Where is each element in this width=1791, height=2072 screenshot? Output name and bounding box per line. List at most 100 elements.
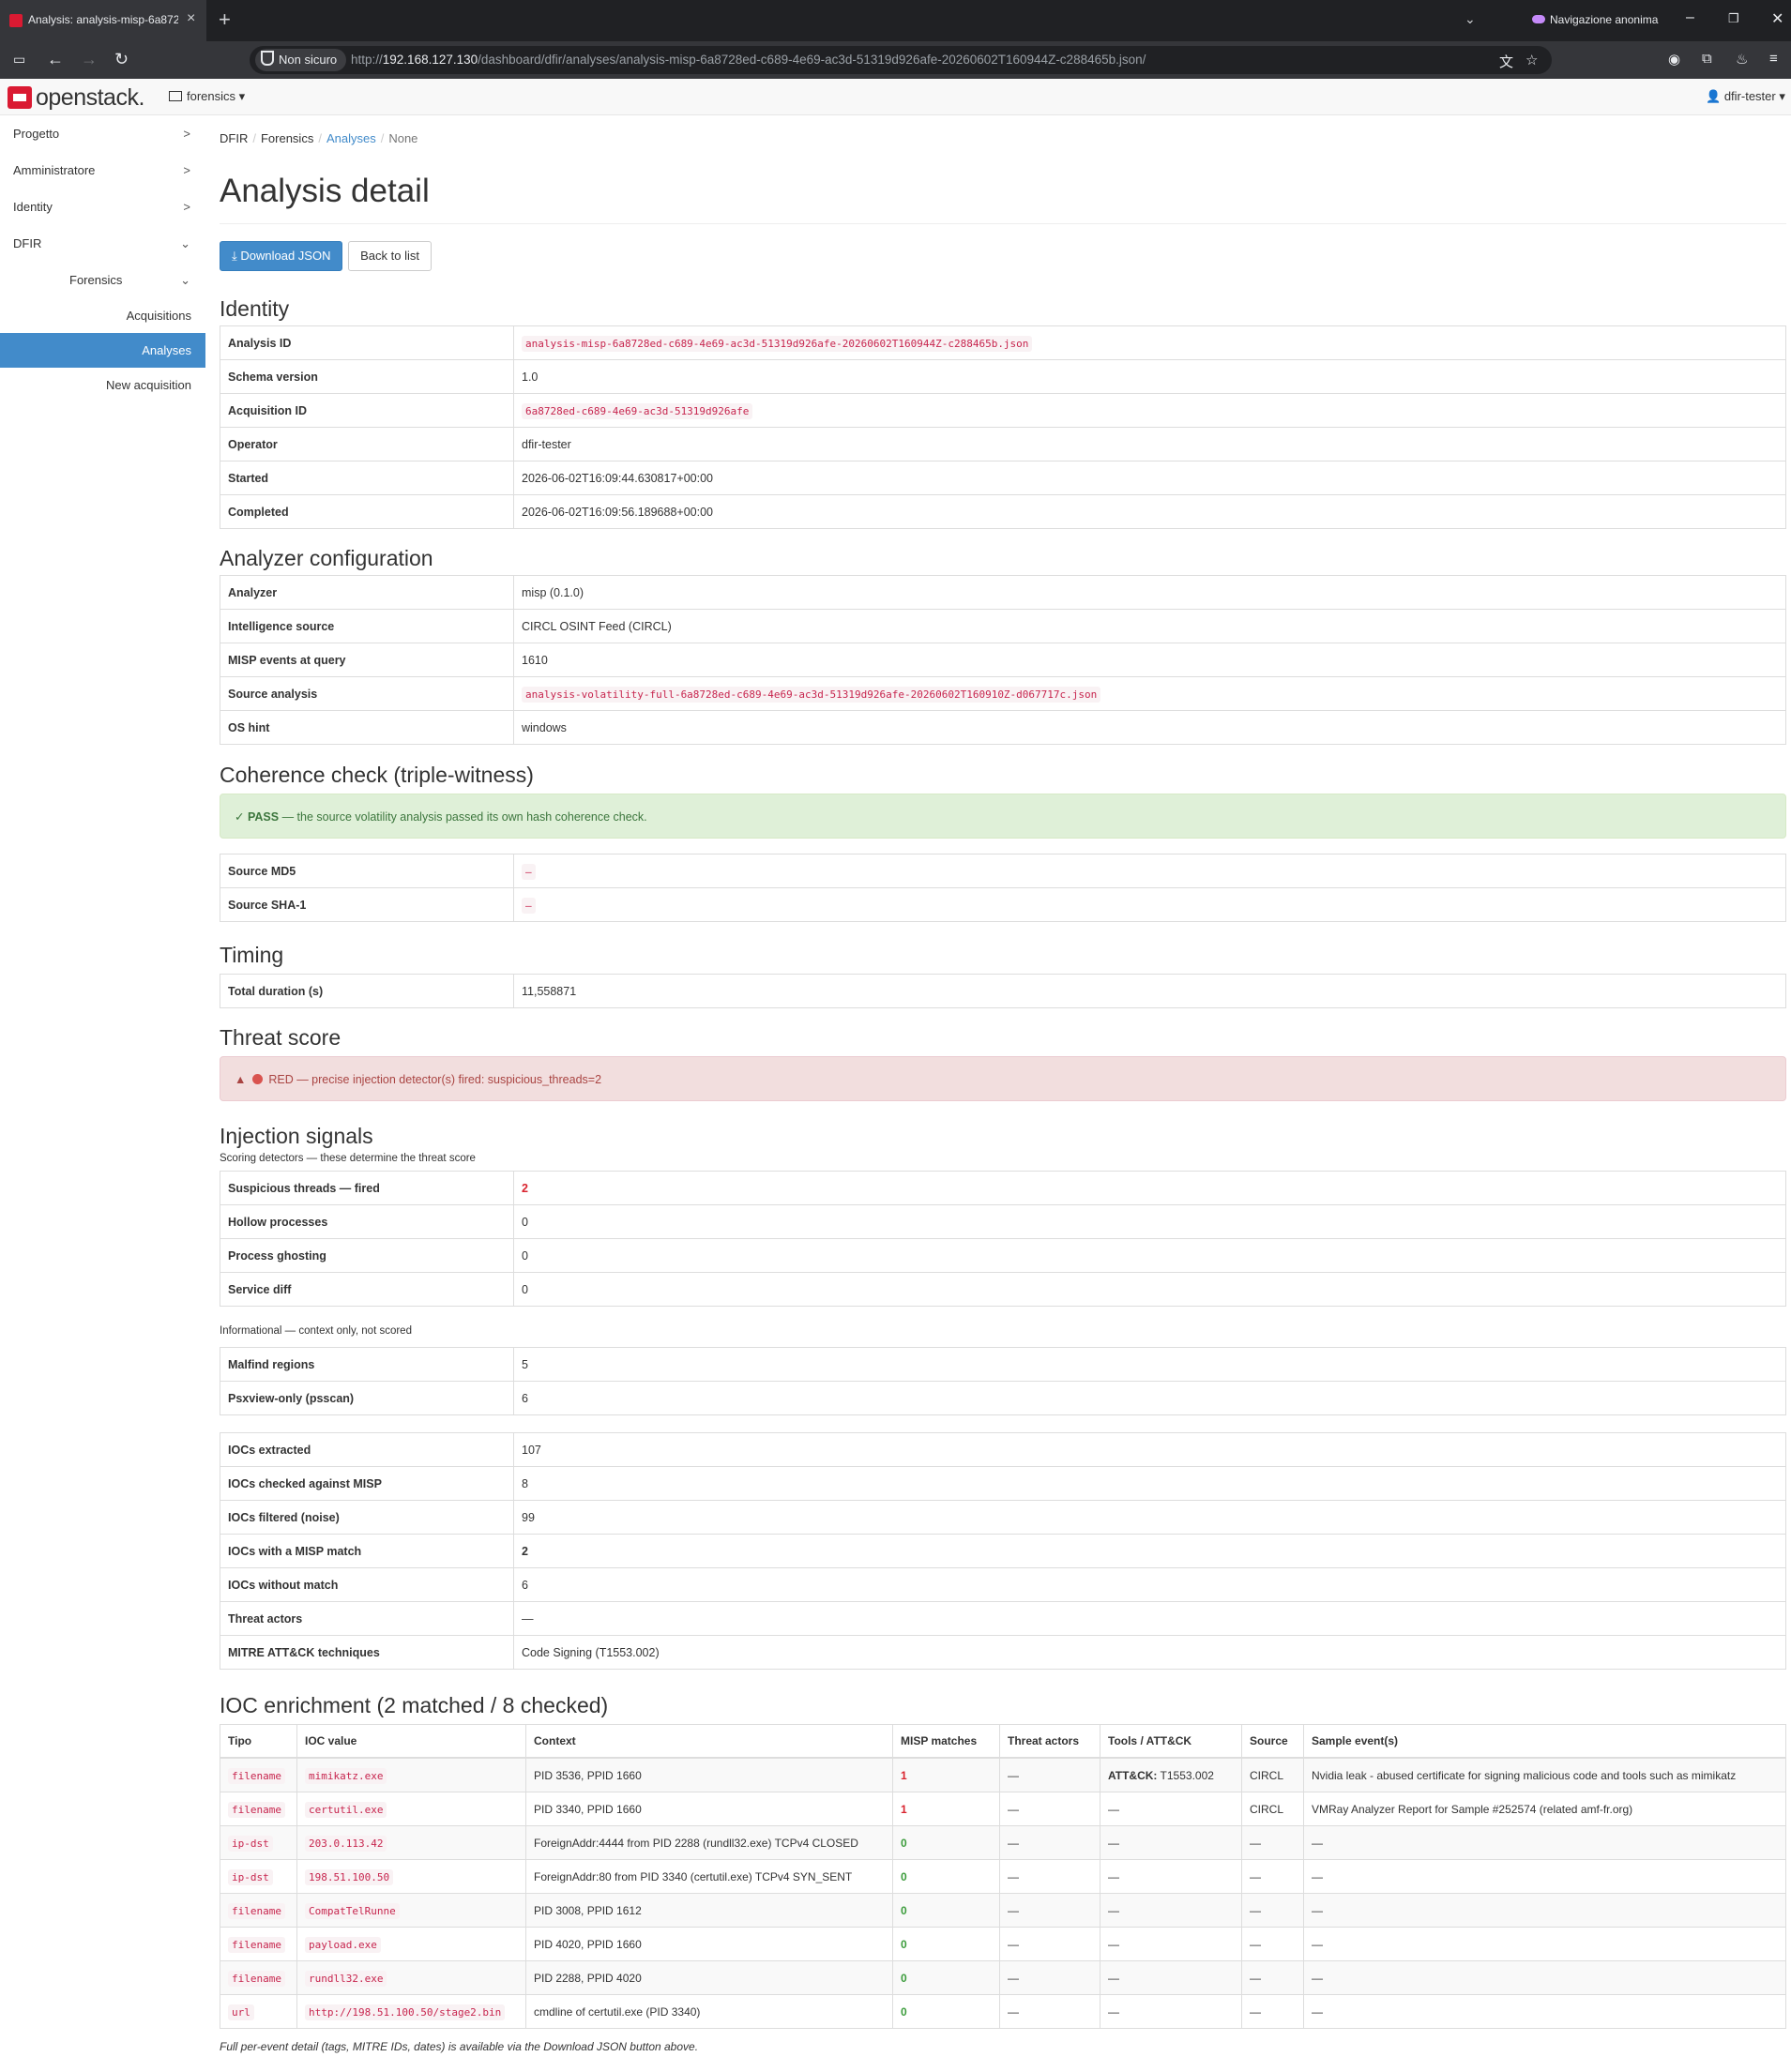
ioc-value: http://198.51.100.50/stage2.bin [305, 2004, 506, 2020]
source-analysis-code: analysis-volatility-full-6a8728ed-c689-4… [522, 686, 1101, 703]
ioc-value-cell: certutil.exe [296, 1792, 526, 1826]
injection-heading: Injection signals [220, 1124, 373, 1148]
sidebar-item-amministratore[interactable]: Amministratore > [0, 152, 205, 189]
back-arrow-icon[interactable]: ← [47, 50, 64, 68]
close-window-icon[interactable]: ✕ [1771, 11, 1784, 27]
coherence-message: — the source volatility analysis passed … [279, 810, 647, 824]
new-tab-icon[interactable]: + [219, 8, 231, 31]
row-key: IOCs filtered (noise) [220, 1500, 514, 1535]
browser-tab-strip: Analysis: analysis-misp-6a8728e × + ⌄ Na… [0, 0, 1791, 41]
ioc-tools: — [1100, 1825, 1242, 1860]
row-value: 2 [513, 1171, 1786, 1205]
ioc-tools: — [1100, 1960, 1242, 1995]
performance-icon[interactable]: ♨ [1736, 52, 1749, 68]
table-row: Completed 2026-06-02T16:09:56.189688+00:0… [220, 494, 1786, 529]
openstack-logo[interactable]: openstack. [8, 84, 144, 112]
table-row: IOCs checked against MISP 8 [220, 1466, 1786, 1501]
sidebar-item-analyses[interactable]: Analyses [0, 333, 205, 368]
url-host: 192.168.127.130 [382, 53, 478, 67]
col-tools-attack: Tools / ATT&CK [1100, 1724, 1242, 1759]
identity-table: Analysis ID analysis-misp-6a8728ed-c689-4… [220, 325, 1786, 529]
reload-icon[interactable]: ↻ [114, 50, 129, 68]
table-row: Total duration (s) 11,558871 [220, 974, 1786, 1008]
restore-icon[interactable]: ❐ [1728, 11, 1739, 25]
table-row: Service diff 0 [220, 1272, 1786, 1307]
row-value: 2026-06-02T16:09:56.189688+00:00 [513, 494, 1786, 529]
url-text[interactable]: http://192.168.127.130/dashboard/dfir/an… [351, 53, 1146, 67]
table-row: Source MD5– [220, 854, 1786, 888]
project-icon [169, 91, 182, 101]
ioc-type-cell: filename [220, 1893, 297, 1928]
row-key: MITRE ATT&CK techniques [220, 1635, 514, 1670]
sidebar-item-label: Amministratore [13, 163, 96, 177]
ioc-value: payload.exe [305, 1936, 381, 1953]
ioc-type-cell: filename [220, 1927, 297, 1961]
ioc-misp-matches: 1 [892, 1792, 1000, 1826]
ioc-type: ip-dst [228, 1835, 273, 1852]
ioc-value: 198.51.100.50 [305, 1868, 394, 1885]
browser-tab[interactable]: Analysis: analysis-misp-6a8728e × [0, 0, 206, 41]
ioc-threat-actors: — [999, 1792, 1100, 1826]
sidebar-item-progetto[interactable]: Progetto > [0, 115, 205, 152]
breadcrumb-analyses-link[interactable]: Analyses [326, 131, 376, 145]
ioc-sample-event: — [1303, 1994, 1786, 2029]
ioc-value: rundll32.exe [305, 1970, 387, 1987]
sidebar-item-identity[interactable]: Identity > [0, 189, 205, 225]
ioc-misp-matches: 0 [892, 1859, 1000, 1894]
translate-icon[interactable]: 文 [1499, 54, 1514, 70]
threat-red-alert: ▲ RED — precise injection detector(s) fi… [220, 1056, 1786, 1101]
forward-arrow-icon[interactable]: → [81, 50, 98, 68]
profile-icon[interactable]: ◉ [1668, 52, 1681, 68]
security-chip-label: Non sicuro [279, 53, 338, 67]
sidebar-toggle-icon[interactable]: ▭ [13, 52, 26, 67]
row-key: Service diff [220, 1272, 514, 1307]
caret-down-icon: ▾ [238, 89, 246, 103]
ioc-type-cell: ip-dst [220, 1859, 297, 1894]
sidebar-item-acquisitions[interactable]: Acquisitions [0, 298, 205, 333]
project-selector[interactable]: forensics ▾ [169, 89, 245, 104]
coherence-table: Source MD5– Source SHA-1– [220, 854, 1786, 922]
ioc-context: ForeignAddr:4444 from PID 2288 (rundll32… [525, 1825, 893, 1860]
bookmark-star-icon[interactable]: ☆ [1525, 53, 1539, 68]
tab-search-chevron-icon[interactable]: ⌄ [1465, 11, 1476, 26]
sidebar-item-new-acquisition[interactable]: New acquisition [0, 368, 205, 402]
sidebar-item-label: DFIR [13, 236, 42, 250]
breadcrumb: DFIR / Forensics / Analyses / None [220, 131, 418, 145]
injection-section: Injection signals Scoring detectors — th… [220, 1124, 1786, 1670]
menu-icon[interactable]: ≡ [1769, 51, 1778, 67]
ioc-value: CompatTelRunne [305, 1902, 400, 1919]
row-key: IOCs extracted [220, 1432, 514, 1467]
table-row: Malfind regions 5 [220, 1347, 1786, 1382]
back-to-list-button[interactable]: Back to list [348, 241, 432, 271]
user-menu[interactable]: 👤 dfir-tester ▾ [1706, 89, 1785, 104]
close-tab-icon[interactable]: × [187, 10, 196, 26]
table-row: Acquisition ID 6a8728ed-c689-4e69-ac3d-51… [220, 393, 1786, 428]
sidebar-item-dfir[interactable]: DFIR ⌄ [0, 225, 205, 262]
incognito-indicator: Navigazione anonima [1532, 13, 1658, 26]
omnibox[interactable]: Non sicuro http://192.168.127.130/dashbo… [250, 46, 1552, 74]
ioc-value-cell: 203.0.113.42 [296, 1825, 526, 1860]
extensions-icon[interactable]: ⧉ [1702, 51, 1712, 67]
ioc-value-cell: 198.51.100.50 [296, 1859, 526, 1894]
download-json-button[interactable]: ⤓ Download JSON [220, 241, 343, 271]
ioc-summary-table: IOCs extracted 107 IOCs checked against M… [220, 1432, 1786, 1670]
table-row: MITRE ATT&CK techniques Code Signing (T15… [220, 1635, 1786, 1670]
chevron-down-icon: ⌄ [180, 273, 190, 287]
table-row: filename rundll32.exe PID 2288, PPID 4020 0… [220, 1960, 1786, 1995]
ioc-source: — [1241, 1859, 1304, 1894]
row-key: Source analysis [220, 676, 514, 711]
security-chip[interactable]: Non sicuro [255, 49, 347, 71]
url-path: /dashboard/dfir/analyses/analysis-misp-6… [478, 53, 1146, 67]
table-row: Hollow processes 0 [220, 1204, 1786, 1239]
ioc-tools-prefix: ATT&CK: [1108, 1768, 1158, 1782]
minimize-icon[interactable]: – [1686, 9, 1694, 25]
row-key: Source MD5 [220, 854, 514, 888]
row-value: — [513, 1601, 1786, 1636]
ioc-threat-actors: — [999, 1757, 1100, 1792]
row-value: 0 [513, 1272, 1786, 1307]
analyzer-table: Analyzer misp (0.1.0) Intelligence source… [220, 575, 1786, 745]
sidebar-item-forensics[interactable]: Forensics ⌄ [0, 262, 205, 298]
coherence-pass-alert: ✓ PASS — the source volatility analysis … [220, 794, 1786, 839]
col-sample-events: Sample event(s) [1303, 1724, 1786, 1759]
not-secure-shield-icon [261, 51, 274, 66]
